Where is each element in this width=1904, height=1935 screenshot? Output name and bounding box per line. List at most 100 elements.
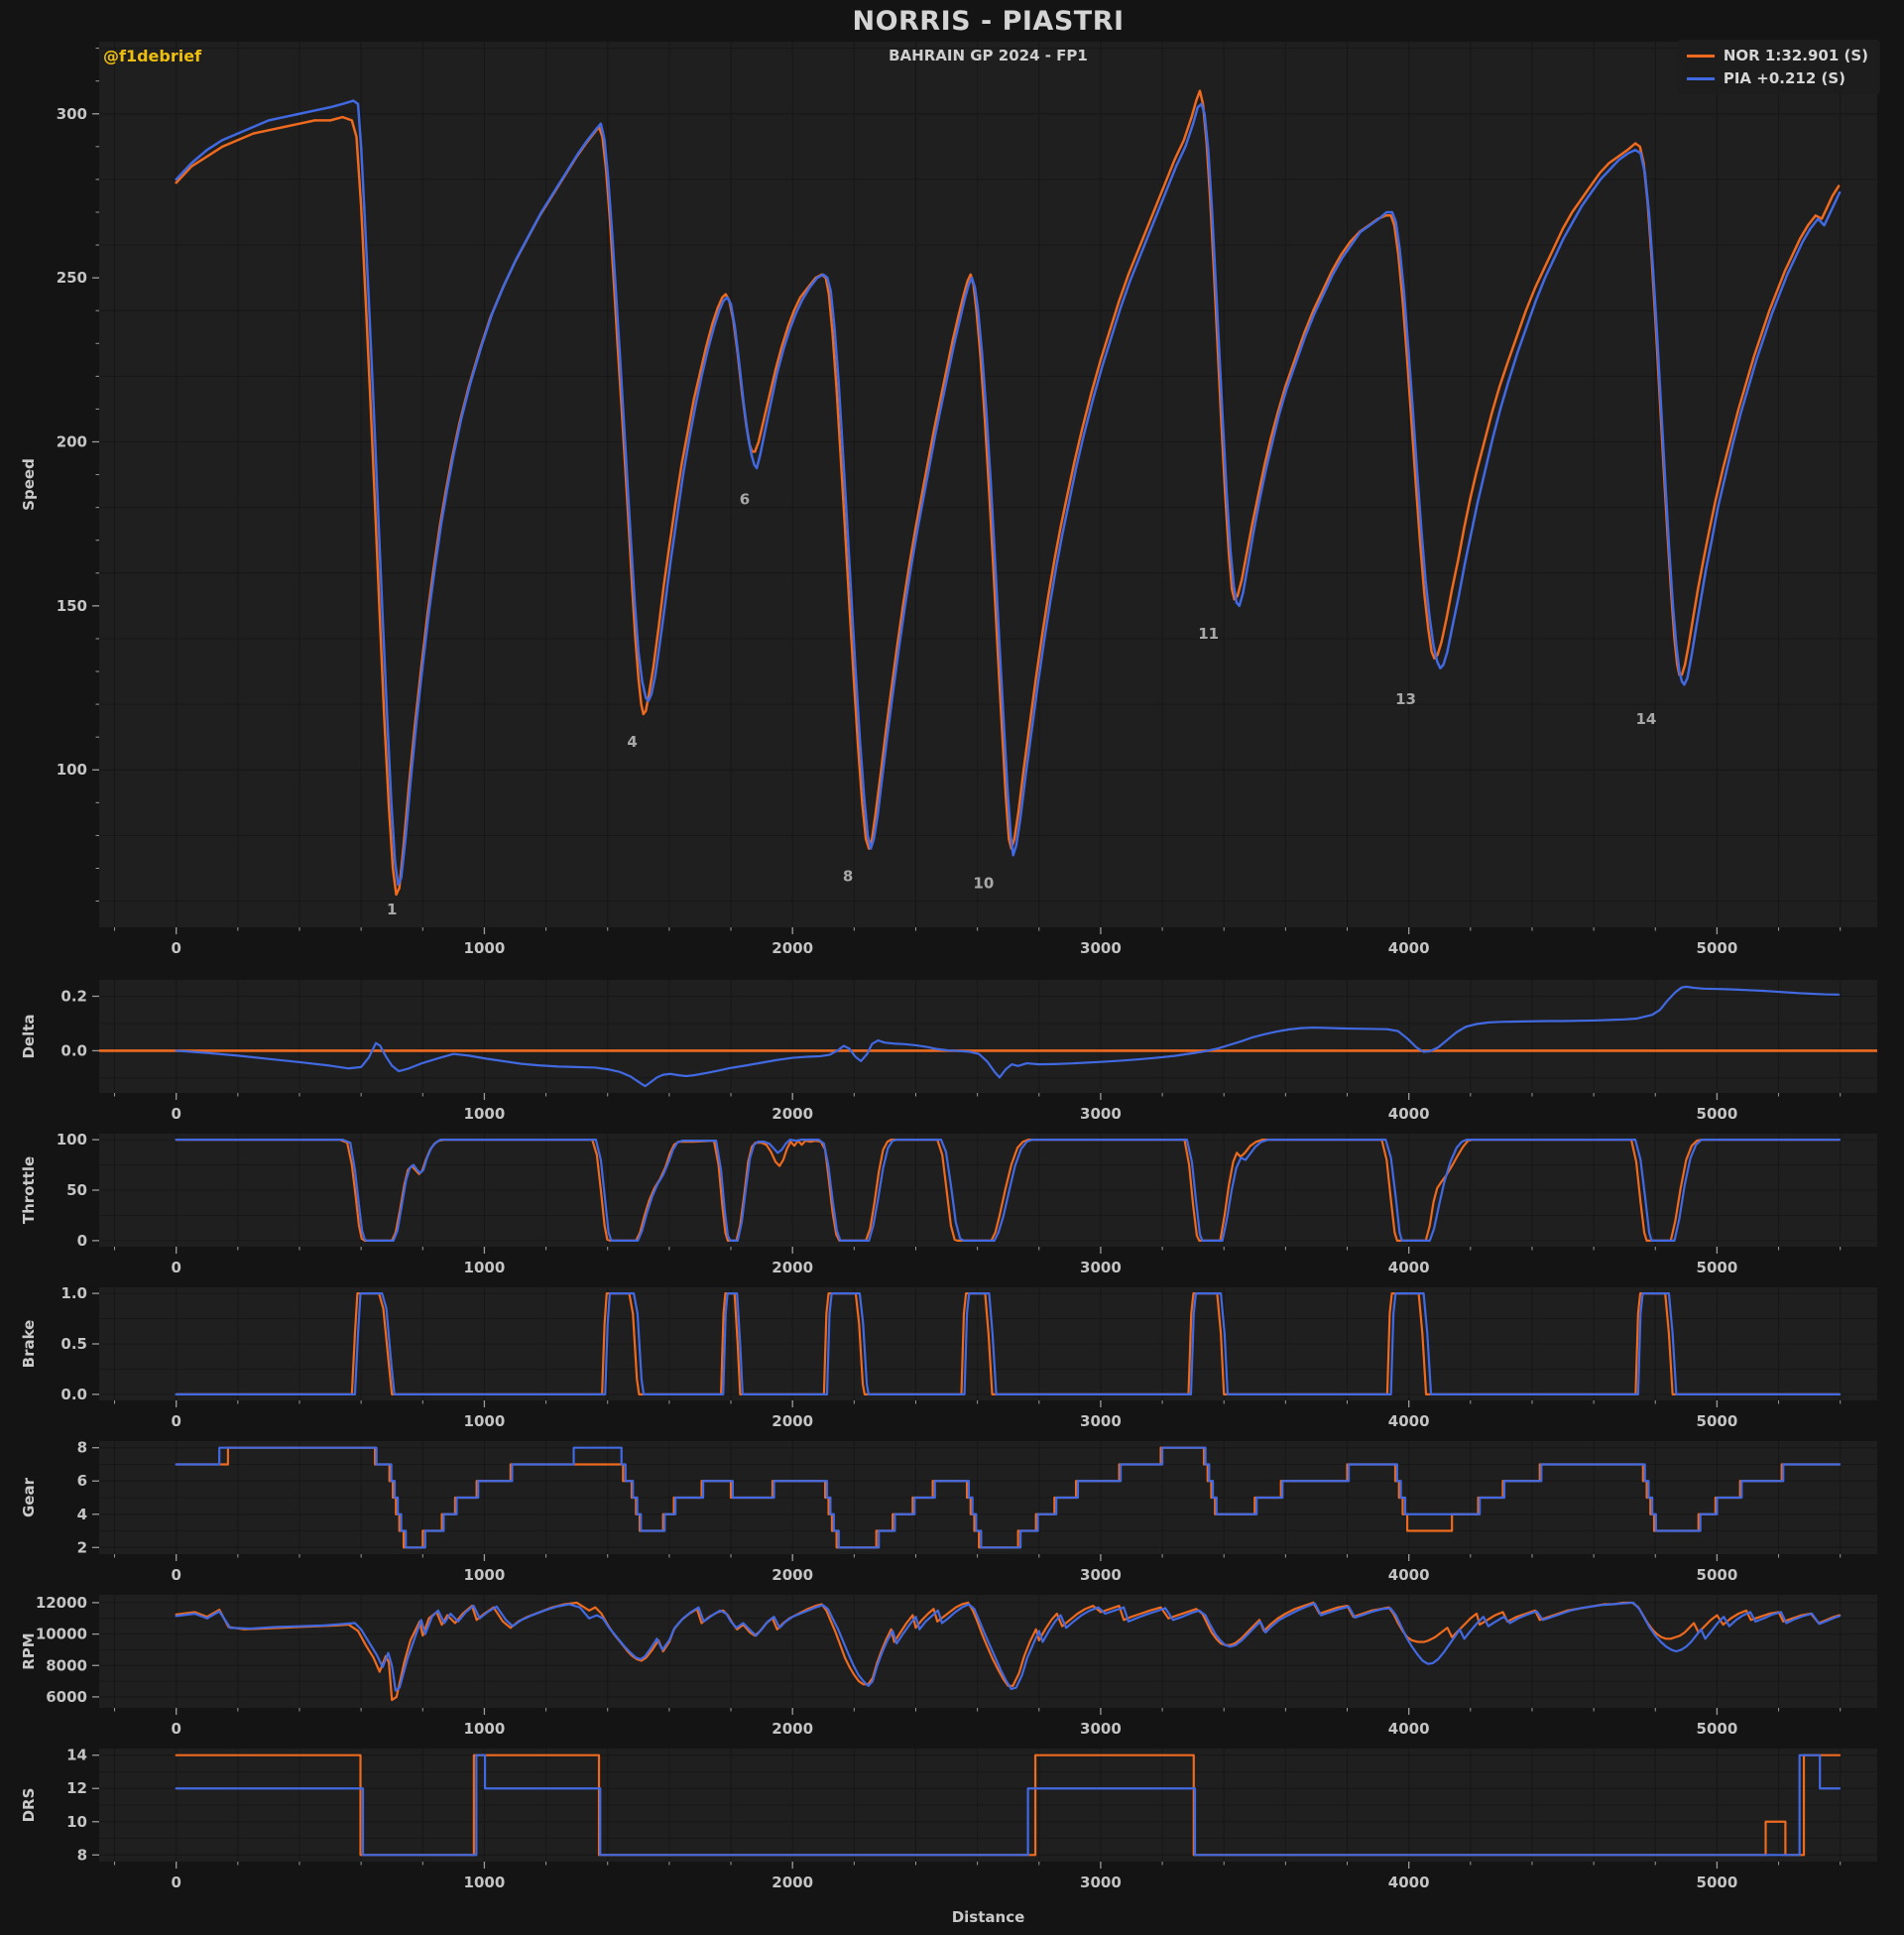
delta-xtick-label: 5000 xyxy=(1697,1105,1738,1123)
delta-panel: 0 1000 2000 3000 4000 5000 0.0 0.2 Delta xyxy=(20,980,1877,1123)
gear-ytick-label: 8 xyxy=(77,1439,87,1457)
speed-axis-label: Speed xyxy=(20,458,38,511)
gear-xtick-label: 1000 xyxy=(464,1566,506,1584)
page-title: NORRIS - PIASTRI xyxy=(852,6,1125,37)
gear-xtick-label: 3000 xyxy=(1080,1566,1122,1584)
gear-ytick-label: 4 xyxy=(77,1506,87,1523)
brake-xtick-label: 3000 xyxy=(1080,1412,1122,1430)
gear-xtick-label: 0 xyxy=(171,1566,180,1584)
watermark: @f1debrief xyxy=(103,47,202,65)
throttle-axis-label: Throttle xyxy=(20,1156,38,1224)
delta-ytick-label: 0.2 xyxy=(60,987,87,1005)
speed-xtick-label: 0 xyxy=(171,939,180,957)
nor-legend-label: NOR 1:32.901 (S) xyxy=(1723,47,1868,64)
drs-ticks: 0 1000 2000 3000 4000 5000 8 10 12 14 xyxy=(66,1747,1842,1891)
corner-label-4: 4 xyxy=(627,733,637,751)
rpm-ytick-label: 10000 xyxy=(36,1626,87,1643)
delta-xtick-label: 4000 xyxy=(1388,1105,1430,1123)
drs-axis-label: DRS xyxy=(20,1788,38,1823)
corner-label-10: 10 xyxy=(973,874,994,892)
rpm-ytick-label: 12000 xyxy=(36,1594,87,1612)
brake-xtick-label: 5000 xyxy=(1697,1412,1738,1430)
speed-xtick-label: 2000 xyxy=(772,939,813,957)
brake-ytick-label: 0.0 xyxy=(60,1386,87,1403)
rpm-axis-label: RPM xyxy=(20,1633,38,1669)
drs-xtick-label: 1000 xyxy=(464,1874,506,1891)
throttle-xtick-label: 5000 xyxy=(1697,1259,1738,1276)
brake-pia-line xyxy=(175,1292,1842,1395)
speed-ticks: 0 1000 2000 3000 4000 5000 100 150 200 250 300 xyxy=(57,48,1842,957)
delta-xtick-label: 0 xyxy=(171,1105,180,1123)
throttle-xtick-label: 3000 xyxy=(1080,1259,1122,1276)
gear-xtick-label: 2000 xyxy=(772,1566,813,1584)
throttle-xtick-label: 1000 xyxy=(464,1259,506,1276)
speed-xtick-label: 3000 xyxy=(1080,939,1122,957)
gear-xtick-label: 4000 xyxy=(1388,1566,1430,1584)
speed-ytick-label: 150 xyxy=(57,597,87,615)
drs-xtick-label: 5000 xyxy=(1697,1874,1738,1891)
speed-xtick-label: 4000 xyxy=(1388,939,1430,957)
delta-xtick-label: 2000 xyxy=(772,1105,813,1123)
gear-ytick-label: 2 xyxy=(77,1538,87,1556)
brake-nor-line xyxy=(175,1292,1842,1395)
brake-ticks: 0 1000 2000 3000 4000 5000 0.0 0.5 1.0 xyxy=(60,1284,1842,1430)
gear-xtick-label: 5000 xyxy=(1697,1566,1738,1584)
throttle-xtick-label: 0 xyxy=(171,1259,180,1276)
rpm-xtick-label: 0 xyxy=(171,1720,180,1738)
drs-xtick-label: 2000 xyxy=(772,1874,813,1891)
brake-panel: 0 1000 2000 3000 4000 5000 0.0 0.5 1.0 Brake xyxy=(20,1284,1877,1430)
rpm-pia-line xyxy=(175,1601,1842,1692)
speed-ytick-label: 200 xyxy=(57,433,87,451)
drs-ytick-label: 8 xyxy=(77,1846,87,1864)
x-axis-title: Distance xyxy=(951,1908,1025,1926)
rpm-xtick-label: 1000 xyxy=(464,1720,506,1738)
speed-xtick-label: 5000 xyxy=(1697,939,1738,957)
legend-entry-pia: PIA +0.212 (S) xyxy=(1686,69,1868,87)
rpm-xtick-label: 5000 xyxy=(1697,1720,1738,1738)
brake-ytick-label: 1.0 xyxy=(60,1284,87,1302)
rpm-xtick-label: 3000 xyxy=(1080,1720,1122,1738)
corner-label-6: 6 xyxy=(740,490,750,508)
throttle-xtick-label: 2000 xyxy=(772,1259,813,1276)
brake-xtick-label: 2000 xyxy=(772,1412,813,1430)
gear-axis-label: Gear xyxy=(20,1477,38,1517)
corner-label-8: 8 xyxy=(843,868,853,886)
delta-xtick-label: 3000 xyxy=(1080,1105,1122,1123)
corner-label-13: 13 xyxy=(1395,690,1416,708)
drs-xtick-label: 3000 xyxy=(1080,1874,1122,1891)
rpm-grid xyxy=(99,1595,1877,1708)
gear-pia-line xyxy=(175,1446,1842,1549)
drs-xtick-label: 0 xyxy=(171,1874,180,1891)
speed-ytick-label: 100 xyxy=(57,761,87,779)
throttle-ytick-label: 100 xyxy=(57,1131,87,1149)
speed-xtick-label: 1000 xyxy=(464,939,506,957)
drs-xtick-label: 4000 xyxy=(1388,1874,1430,1891)
rpm-ytick-label: 8000 xyxy=(46,1656,87,1674)
delta-ticks: 0 1000 2000 3000 4000 5000 0.0 0.2 xyxy=(60,987,1842,1123)
rpm-xtick-label: 2000 xyxy=(772,1720,813,1738)
pia-line-swatch xyxy=(1686,76,1715,80)
nor-line-swatch xyxy=(1686,54,1715,58)
throttle-ytick-label: 0 xyxy=(77,1232,87,1250)
throttle-xtick-label: 4000 xyxy=(1388,1259,1430,1276)
delta-xtick-label: 1000 xyxy=(464,1105,506,1123)
gear-ytick-label: 6 xyxy=(77,1472,87,1490)
legend-entry-nor: NOR 1:32.901 (S) xyxy=(1686,47,1868,64)
delta-pia-delta-line xyxy=(175,985,1841,1088)
pia-legend-label: PIA +0.212 (S) xyxy=(1723,69,1846,87)
rpm-xtick-label: 4000 xyxy=(1388,1720,1430,1738)
gear-ticks: 0 1000 2000 3000 4000 5000 2 4 6 8 xyxy=(77,1439,1842,1584)
delta-ytick-label: 0.0 xyxy=(60,1041,87,1059)
chart-subtitle: BAHRAIN GP 2024 - FP1 xyxy=(889,47,1088,64)
rpm-ytick-label: 6000 xyxy=(46,1688,87,1706)
drs-panel: 0 1000 2000 3000 4000 5000 8 10 12 14 DRS xyxy=(20,1747,1877,1891)
throttle-nor-line xyxy=(175,1139,1841,1242)
speed-pia-line xyxy=(175,99,1842,887)
drs-pia-line xyxy=(175,1754,1842,1857)
speed-ytick-label: 250 xyxy=(57,269,87,287)
throttle-grid xyxy=(99,1134,1877,1247)
corner-label-1: 1 xyxy=(387,901,397,918)
brake-xtick-label: 0 xyxy=(171,1412,180,1430)
